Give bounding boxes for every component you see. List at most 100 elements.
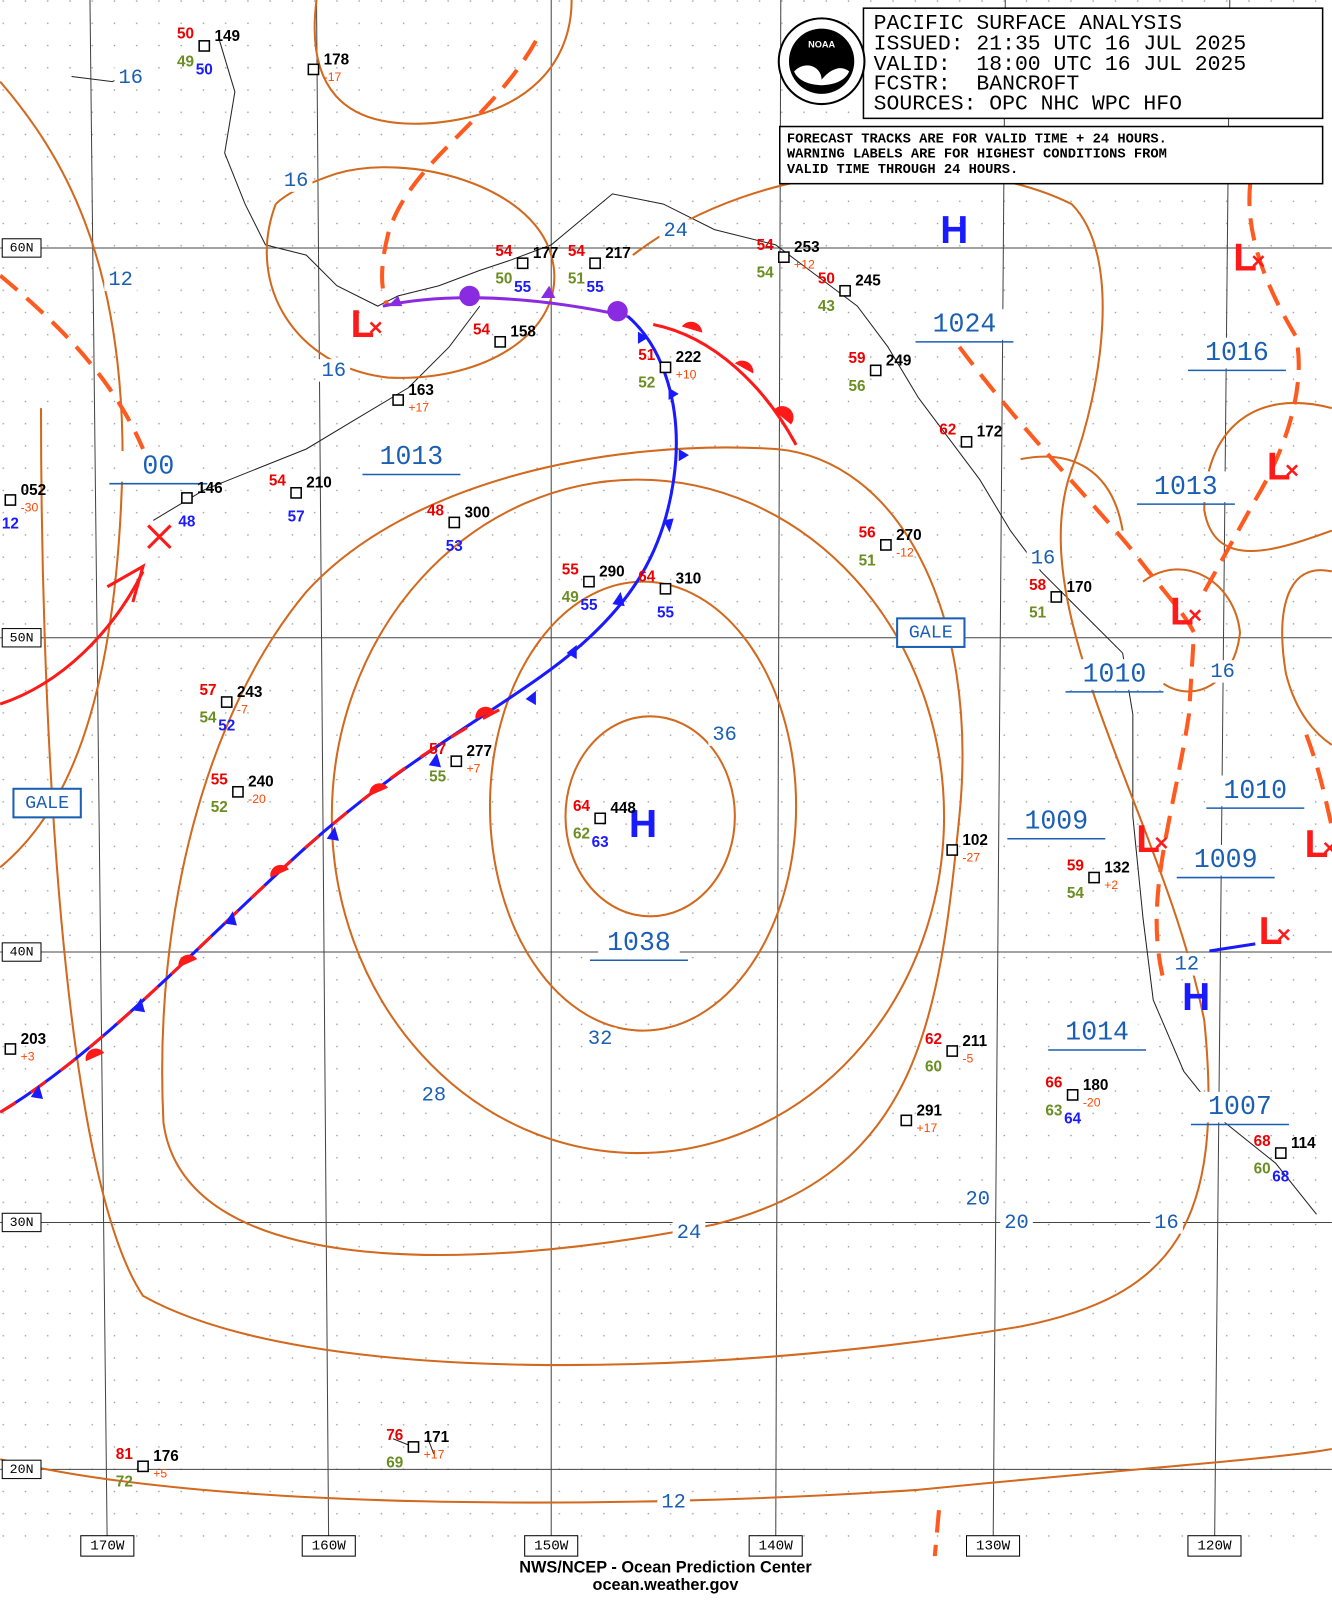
station-temp: 58 bbox=[1029, 577, 1047, 594]
station-marker bbox=[1088, 871, 1100, 884]
station-marker bbox=[659, 582, 672, 595]
station-trend: -17 bbox=[324, 70, 342, 84]
lat-label-box bbox=[1, 628, 42, 648]
station-id: 217 bbox=[605, 245, 631, 262]
station-temp: 59 bbox=[848, 350, 865, 367]
station-id: 277 bbox=[467, 743, 493, 760]
pressure-label-bg bbox=[1073, 659, 1156, 690]
station-marker bbox=[960, 435, 973, 448]
station-marker bbox=[307, 63, 320, 76]
header-line: SOURCES: OPC NHC WPC HFO bbox=[874, 93, 1182, 117]
station-trend: -30 bbox=[21, 500, 39, 514]
station-id: 146 bbox=[197, 480, 223, 497]
header-line: ISSUED: 21:35 UTC 16 JUL 2025 bbox=[874, 33, 1247, 57]
station-marker bbox=[900, 1114, 913, 1127]
station-dew: 52 bbox=[211, 799, 228, 816]
station-sea-temp: 50 bbox=[196, 61, 213, 78]
station-trend: -7 bbox=[237, 702, 248, 716]
station-id: 149 bbox=[214, 28, 240, 45]
isobar-label-bg bbox=[279, 169, 313, 192]
station-temp: 64 bbox=[638, 569, 656, 586]
high-center: H bbox=[940, 209, 968, 252]
pressure-label: 1016 bbox=[1205, 338, 1269, 368]
low-x bbox=[1286, 464, 1299, 477]
station-id: 180 bbox=[1083, 1077, 1109, 1094]
station-id: 249 bbox=[886, 352, 912, 369]
station-temp: 59 bbox=[1067, 857, 1084, 874]
high-center: H bbox=[1182, 976, 1210, 1019]
isobar-label-bg bbox=[104, 268, 137, 291]
station-id: 211 bbox=[962, 1033, 987, 1050]
station-sea-temp: 55 bbox=[657, 604, 675, 621]
pressure-label: 1024 bbox=[933, 310, 997, 340]
station-marker bbox=[946, 1045, 959, 1057]
station-marker bbox=[198, 40, 211, 52]
station-marker bbox=[1274, 1147, 1287, 1159]
low-x bbox=[1323, 841, 1332, 854]
station-id: 300 bbox=[464, 504, 490, 521]
station-id: 114 bbox=[1291, 1135, 1316, 1152]
station-marker bbox=[880, 539, 892, 551]
station-id: 253 bbox=[794, 239, 820, 256]
station-sea-temp: 48 bbox=[178, 513, 196, 530]
station-dew: 63 bbox=[1045, 1102, 1062, 1119]
lat-label: 20N bbox=[10, 1462, 34, 1477]
station-dew: 55 bbox=[429, 769, 447, 786]
station-marker bbox=[392, 394, 405, 406]
station-id: 245 bbox=[855, 273, 881, 290]
note-line: FORECAST TRACKS ARE FOR VALID TIME + 24 … bbox=[787, 132, 1167, 147]
station-temp: 54 bbox=[757, 237, 775, 254]
warning-box bbox=[12, 787, 82, 819]
lon-label: 130W bbox=[976, 1539, 1011, 1555]
station-dew: 49 bbox=[177, 53, 194, 70]
isobar-label: 16 bbox=[322, 360, 346, 383]
station-marker bbox=[220, 696, 233, 708]
station-dew: 52 bbox=[638, 375, 655, 392]
isobar-label: 16 bbox=[1210, 661, 1234, 684]
low-center: L bbox=[1259, 910, 1283, 953]
isobar-label: 28 bbox=[422, 1084, 446, 1107]
station-id: 222 bbox=[676, 349, 702, 366]
dot-grid bbox=[0, 0, 1332, 1557]
lat-label-box bbox=[1, 1212, 42, 1233]
noaa-logo: NOAA bbox=[777, 17, 866, 106]
warning-box bbox=[896, 617, 966, 648]
station-marker bbox=[839, 284, 851, 297]
station-trend: +17 bbox=[408, 400, 429, 414]
station-marker bbox=[594, 812, 607, 825]
lon-label: 170W bbox=[90, 1539, 125, 1555]
station-id: 176 bbox=[153, 1448, 179, 1465]
station-sea-temp: 53 bbox=[446, 538, 463, 555]
pressure-label-bg bbox=[1015, 806, 1098, 837]
station-id: 172 bbox=[977, 424, 1003, 441]
pressure-label: 00 bbox=[142, 451, 174, 481]
header-line: FCSTR: BANCROFT bbox=[874, 72, 1080, 96]
pressure-label-bg bbox=[1214, 775, 1297, 807]
station-id: 163 bbox=[408, 382, 434, 399]
station-dew: 51 bbox=[568, 271, 586, 288]
isobar-label-bg bbox=[1170, 953, 1204, 976]
station-dew: 49 bbox=[562, 589, 579, 606]
isobar-label: 12 bbox=[1175, 954, 1199, 977]
isobar-label: 16 bbox=[119, 67, 143, 90]
station-dew: 60 bbox=[925, 1058, 942, 1075]
station-id: 171 bbox=[424, 1429, 450, 1446]
station-dew: 51 bbox=[1029, 604, 1047, 621]
station-temp: 57 bbox=[199, 682, 216, 699]
station-dew: 50 bbox=[495, 271, 512, 288]
lon-label: 160W bbox=[312, 1539, 347, 1555]
lon-label: 140W bbox=[759, 1539, 794, 1555]
pressure-label: 1014 bbox=[1065, 1018, 1129, 1048]
station-trend: -12 bbox=[896, 545, 914, 559]
warning-label: GALE bbox=[909, 622, 953, 643]
lat-label: 30N bbox=[10, 1215, 34, 1230]
station-trend: -5 bbox=[962, 1051, 973, 1065]
lon-label: 150W bbox=[534, 1539, 569, 1555]
pressure-label-bg bbox=[1056, 1017, 1138, 1048]
station-sea-temp: 52 bbox=[218, 718, 235, 735]
station-id: 448 bbox=[610, 800, 636, 817]
pressure-label: 1009 bbox=[1194, 845, 1258, 875]
pressure-label-bg bbox=[1199, 1091, 1281, 1123]
isobar-label-bg bbox=[672, 1221, 706, 1244]
